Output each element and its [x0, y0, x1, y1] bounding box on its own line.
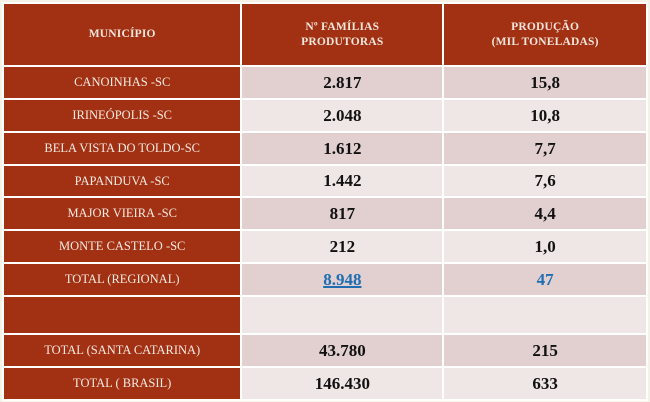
- total-brasil-row: TOTAL ( BRASIL) 146.430 633: [1, 366, 648, 401]
- producao-cell: 215: [442, 333, 648, 368]
- table-row: BELA VISTA DO TOLDO-SC 1.612 7,7: [1, 131, 648, 166]
- header-municipio: MUNICÍPIO: [1, 2, 243, 67]
- spacer-row: [1, 295, 648, 335]
- producao-cell: 4,4: [442, 196, 648, 231]
- familias-cell: 146.430: [240, 366, 445, 401]
- producao-cell: 15,8: [442, 65, 648, 100]
- familias-cell: [240, 295, 445, 335]
- total-regional-row: TOTAL (REGIONAL) 8.948 47: [1, 262, 648, 297]
- producao-cell: 1,0: [442, 229, 648, 264]
- table-row: CANOINHAS -SC 2.817 15,8: [1, 65, 648, 100]
- table-row: IRINEÓPOLIS -SC 2.048 10,8: [1, 98, 648, 133]
- familias-cell: 1.442: [240, 164, 445, 198]
- municipio-cell: [1, 295, 243, 335]
- familias-cell-link[interactable]: 8.948: [240, 262, 445, 297]
- producao-cell: 7,6: [442, 164, 648, 198]
- producao-cell: [442, 295, 648, 335]
- header-producao-line1: PRODUÇÃO: [511, 20, 580, 33]
- header-row: MUNICÍPIO Nº FAMÍLIAS PRODUTORAS PRODUÇÃ…: [1, 2, 648, 67]
- familias-cell: 1.612: [240, 131, 445, 166]
- producao-cell: 47: [442, 262, 648, 297]
- table-row: PAPANDUVA -SC 1.442 7,6: [1, 164, 648, 198]
- familias-cell: 43.780: [240, 333, 445, 368]
- table-row: MONTE CASTELO -SC 212 1,0: [1, 229, 648, 264]
- producao-cell: 7,7: [442, 131, 648, 166]
- municipio-cell: TOTAL ( BRASIL): [1, 366, 243, 401]
- producao-cell: 10,8: [442, 98, 648, 133]
- municipio-cell: TOTAL (SANTA CATARINA): [1, 333, 243, 368]
- familias-cell: 817: [240, 196, 445, 231]
- header-producao: PRODUÇÃO (MIL TONELADAS): [442, 2, 648, 67]
- municipio-cell: TOTAL (REGIONAL): [1, 262, 243, 297]
- header-municipio-text: MUNICÍPIO: [88, 28, 156, 40]
- familias-cell: 2.817: [240, 65, 445, 100]
- familias-cell: 212: [240, 229, 445, 264]
- municipio-cell: IRINEÓPOLIS -SC: [1, 98, 243, 133]
- header-familias-line1: Nº FAMÍLIAS: [305, 20, 380, 33]
- total-regional-familias-link[interactable]: 8.948: [323, 269, 362, 289]
- header-familias: Nº FAMÍLIAS PRODUTORAS: [240, 2, 445, 67]
- header-producao-line2: (MIL TONELADAS): [491, 35, 599, 48]
- total-sc-row: TOTAL (SANTA CATARINA) 43.780 215: [1, 333, 648, 368]
- municipio-cell: MAJOR VIEIRA -SC: [1, 196, 243, 231]
- producao-cell: 633: [442, 366, 648, 401]
- municipio-cell: CANOINHAS -SC: [1, 65, 243, 100]
- table-row: MAJOR VIEIRA -SC 817 4,4: [1, 196, 648, 231]
- municipio-cell: BELA VISTA DO TOLDO-SC: [1, 131, 243, 166]
- municipio-cell: PAPANDUVA -SC: [1, 164, 243, 198]
- municipio-cell: MONTE CASTELO -SC: [1, 229, 243, 264]
- familias-cell: 2.048: [240, 98, 445, 133]
- header-familias-line2: PRODUTORAS: [301, 35, 384, 48]
